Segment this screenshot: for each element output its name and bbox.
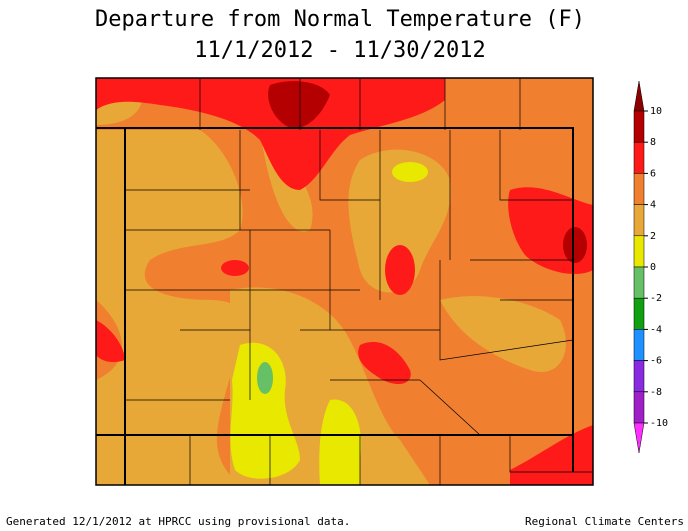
colorbar-label: 6 [650,168,656,179]
map-frame [95,77,594,486]
county-lines [125,78,593,485]
colorbar-label: 2 [650,231,656,242]
colorbar-band [633,173,645,205]
colorbar-band [633,204,645,237]
title-line2: 11/1/2012 - 11/30/2012 [194,38,485,63]
footer-right: Regional Climate Centers [525,515,684,528]
colorbar-label: 8 [650,137,656,148]
colorbar-label: -8 [650,387,662,398]
footer-left: Generated 12/1/2012 at HPRCC using provi… [6,515,350,528]
colorbar-label: -4 [650,324,662,335]
colorbar-band [633,110,645,143]
colorbar: 10 8 6 4 2 0 -2 -4 -6 -8 -10 [633,80,668,454]
colorbar-band [633,329,645,361]
state-borders [96,127,574,485]
colorbar-band [633,266,645,299]
colorbar-label: -10 [650,418,668,429]
title-line1: Departure from Normal Temperature (F) [95,7,585,32]
colorbar-label: 0 [650,262,656,273]
green-area [257,362,273,394]
colorbar-label: -2 [650,293,662,304]
colorbar-bottom [633,422,645,454]
map [95,77,594,486]
colorbar-band [633,391,645,424]
colorbar-label: 4 [650,200,656,211]
yellow-areas [230,162,428,485]
colorbar-label: -6 [650,356,662,367]
colorbar-band [633,360,645,393]
colorbar-top [633,80,645,112]
colorbar-band [633,297,645,330]
colorbar-band [633,235,645,268]
dark-red-areas [268,81,587,263]
colorbar-label: 10 [650,106,662,117]
colorbar-band [633,141,645,174]
